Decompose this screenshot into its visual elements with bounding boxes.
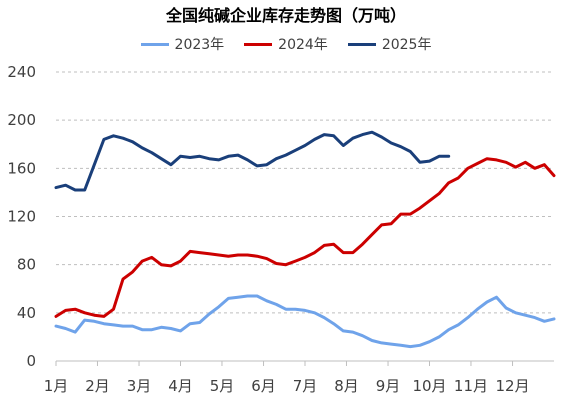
legend: 2023年 2024年 2025年 xyxy=(0,34,572,54)
x-tick-label-5: 5月 xyxy=(210,377,235,395)
x-tick-label-6: 6月 xyxy=(251,377,276,395)
x-tick-label-4: 4月 xyxy=(168,377,193,395)
y-tick-label-160: 160 xyxy=(7,159,36,177)
y-tick-label-120: 120 xyxy=(7,208,36,226)
x-tick-label-3: 3月 xyxy=(127,377,152,395)
legend-swatch-2024 xyxy=(244,42,273,46)
legend-label-2025: 2025年 xyxy=(381,37,432,53)
x-tick-label-9: 9月 xyxy=(376,377,401,395)
y-tick-label-80: 80 xyxy=(17,256,36,274)
y-tick-label-200: 200 xyxy=(7,111,36,129)
legend-label-2023: 2023年 xyxy=(174,37,225,53)
legend-item-2023: 2023年 xyxy=(140,34,225,54)
legend-item-2025: 2025年 xyxy=(347,34,432,54)
y-tick-label-40: 40 xyxy=(17,304,36,322)
x-tick-label-2: 2月 xyxy=(85,377,110,395)
y-tick-label-0: 0 xyxy=(26,352,36,370)
y-tick-label-240: 240 xyxy=(7,63,36,81)
legend-item-2024: 2024年 xyxy=(244,34,328,54)
x-tick-label-1: 1月 xyxy=(44,377,69,395)
x-tick-label-8: 8月 xyxy=(334,377,359,395)
legend-label-2024: 2024年 xyxy=(278,37,328,53)
x-tick-label-7: 7月 xyxy=(293,377,318,395)
series-line-2023年 xyxy=(54,294,556,349)
series-line-2025年 xyxy=(54,130,451,192)
chart-title: 全国纯碱企业库存走势图（万吨） xyxy=(165,6,406,25)
x-tick-label-10: 10月 xyxy=(412,377,446,395)
legend-swatch-2023 xyxy=(140,42,169,46)
x-tick-label-11: 11月 xyxy=(454,377,488,395)
series-line-2024年 xyxy=(54,157,556,318)
x-tick-label-12: 12月 xyxy=(495,377,529,395)
legend-swatch-2025 xyxy=(347,42,376,46)
